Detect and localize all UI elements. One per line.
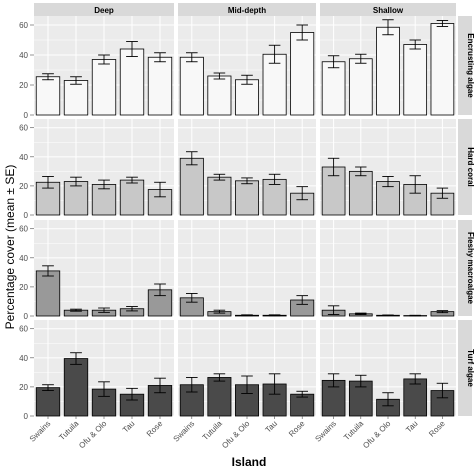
y-tick-label: 0 <box>24 412 29 421</box>
panel <box>178 320 316 417</box>
panel <box>178 119 316 216</box>
y-tick-label: 60 <box>19 124 28 133</box>
row-strip <box>458 220 472 316</box>
panel <box>320 16 456 116</box>
x-tick-label: Tau <box>121 419 136 434</box>
bar <box>290 32 315 116</box>
y-tick-label: 60 <box>19 21 28 30</box>
y-tick-label: 0 <box>24 312 29 321</box>
row-strip-label: Hard coral <box>466 147 474 187</box>
panel <box>34 119 174 216</box>
bar <box>207 377 232 417</box>
panel <box>34 320 174 417</box>
bar <box>35 387 61 417</box>
bar <box>147 56 173 116</box>
panel <box>320 320 456 417</box>
bar <box>207 75 232 116</box>
bar <box>63 80 89 116</box>
row-strip-label: Fleshy macroalgae <box>466 232 474 305</box>
bar <box>119 48 145 116</box>
panel <box>320 220 456 317</box>
x-tick-label: Tau <box>404 419 419 434</box>
y-tick-label: 60 <box>19 325 28 334</box>
row-strip-label: Turf algae <box>466 349 474 387</box>
y-tick-label: 40 <box>19 254 28 263</box>
x-tick-label: Tutuila <box>342 419 366 443</box>
x-tick-label: Ofu & Olo <box>220 419 252 451</box>
bar <box>376 26 400 116</box>
bar <box>179 56 204 116</box>
x-tick-label: Tutuila <box>57 419 81 443</box>
bar <box>403 378 428 417</box>
column-strip-label: Mid-depth <box>228 6 266 15</box>
x-tick-label: Ofu & Olo <box>361 419 393 451</box>
column-strip-label: Deep <box>94 6 114 15</box>
bar <box>348 170 373 216</box>
y-tick-label: 60 <box>19 225 28 234</box>
y-tick-label: 40 <box>19 354 28 363</box>
y-tick-label: 20 <box>19 283 28 292</box>
bar <box>207 176 232 216</box>
x-tick-label: Rose <box>427 419 447 439</box>
bar <box>35 270 61 317</box>
facet-panels: Deep Mid-depth Shallow Encrusting algae Hard… <box>19 3 474 450</box>
column-strip <box>320 3 456 16</box>
y-axis-title: Percentage cover (mean ± SE) <box>3 165 17 330</box>
column-strip-label: Shallow <box>373 6 404 15</box>
panel <box>320 119 456 216</box>
x-tick-label: Tau <box>264 419 279 434</box>
bar <box>91 59 117 116</box>
bar <box>348 58 373 116</box>
y-tick-label: 20 <box>19 81 28 90</box>
bar <box>35 76 61 116</box>
row-strip-label: Encrusting algae <box>466 33 474 98</box>
panel <box>178 16 316 116</box>
row-strip <box>458 16 472 115</box>
y-tick-label: 20 <box>19 383 28 392</box>
bar <box>403 44 428 116</box>
x-tick-label: Rose <box>145 419 165 439</box>
bar <box>235 180 259 216</box>
bar <box>63 358 89 417</box>
bar <box>179 157 204 216</box>
y-tick-label: 40 <box>19 153 28 162</box>
bar <box>321 61 346 116</box>
y-tick-label: 40 <box>19 51 28 60</box>
y-tick-label: 0 <box>24 111 29 120</box>
bar <box>430 23 455 116</box>
column-strip <box>34 3 174 16</box>
row-strip <box>458 119 472 215</box>
x-axis-title: Island <box>232 455 267 469</box>
panel <box>34 16 174 116</box>
x-tick-label: Swains <box>28 419 53 444</box>
column-strip <box>178 3 316 16</box>
y-tick-label: 20 <box>19 182 28 191</box>
row-strip <box>458 320 472 416</box>
panel <box>34 220 174 317</box>
x-tick-label: Ofu & Olo <box>77 419 109 451</box>
bar <box>63 181 89 216</box>
bar <box>119 179 145 216</box>
x-tick-label: Tutuila <box>201 419 225 443</box>
x-tick-label: Swains <box>313 419 338 444</box>
x-tick-label: Swains <box>172 419 197 444</box>
x-tick-label: Rose <box>287 419 307 439</box>
panel <box>178 220 316 317</box>
bar <box>235 79 259 116</box>
y-tick-label: 0 <box>24 211 29 220</box>
